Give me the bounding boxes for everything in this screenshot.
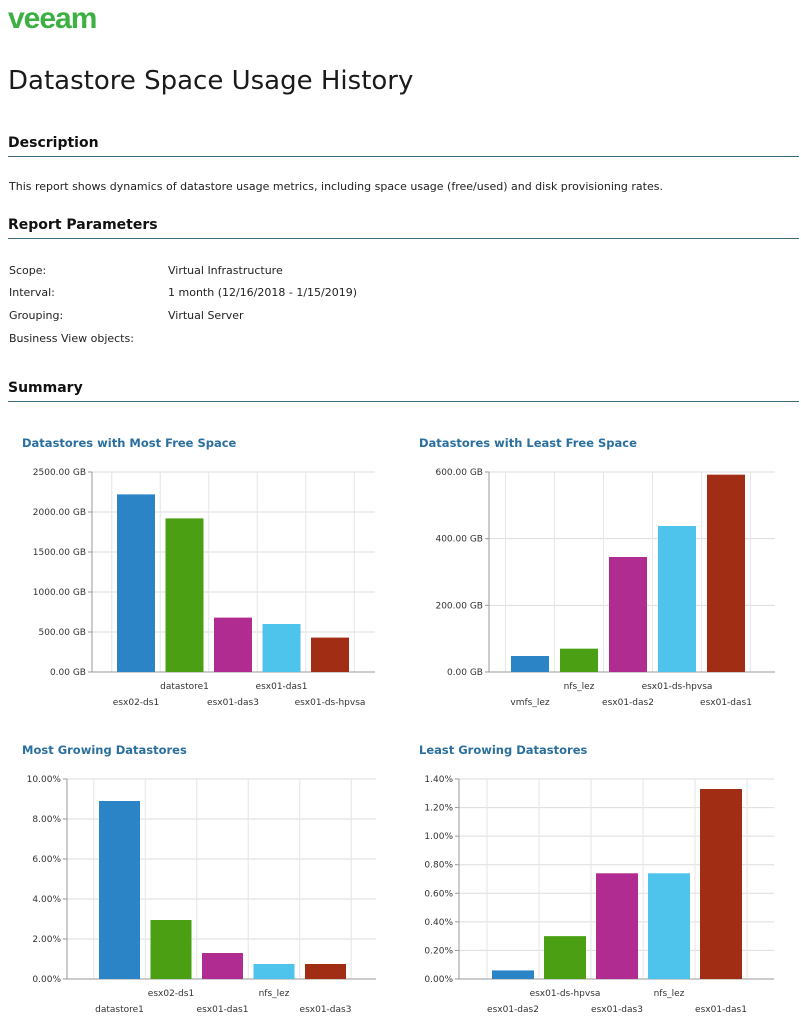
bar-esx01-das2 [609,557,647,672]
param-label-scope: Scope: [9,264,47,277]
y-tick-label: 0.60% [424,889,453,899]
bar-esx01-ds-hpvsa [658,526,696,672]
bar-esx01-das3 [305,964,346,979]
chart-least-growing: 0.00% 0.20% 0.40% 0.60% 0.80% 1.00% 1.20% 1.40%… [424,775,774,1015]
y-tick-label: 0.40% [424,918,453,928]
description-text: This report shows dynamics of datastore … [9,180,663,193]
section-summary-header: Summary [8,380,799,402]
y-tick-label: 0.00% [424,975,453,985]
x-category-label: esx01-das2 [487,1005,539,1015]
section-summary-title: Summary [8,380,83,396]
bar-datastore1 [99,801,140,979]
bar-datastore1 [165,518,204,672]
x-category-label: esx01-ds-hpvsa [295,698,366,708]
y-tick-label: 2500.00 GB [33,468,86,478]
x-category-label: vmfs_lez [510,698,549,708]
x-category-label: esx01-das1 [700,698,752,708]
page-title: Datastore Space Usage History [8,66,414,96]
y-tick-label: 500.00 GB [38,628,86,638]
y-tick-label: 10.00% [27,775,62,785]
bar-esx01-ds-hpvsa [544,936,586,979]
x-category-label: esx01-das1 [197,1005,249,1015]
bar-esx01-das3 [214,617,252,672]
bar-esx02-ds1 [150,920,192,979]
y-tick-label: 8.00% [32,815,61,825]
y-tick-label: 1.00% [424,832,453,842]
y-tick-label: 400.00 GB [435,535,483,545]
bar-vmfs_lez [511,656,549,672]
bar-esx01-das2 [492,970,534,979]
bar-nfs_lez [648,873,690,979]
chart-least-free-space: 0.00 GB 200.00 GB 400.00 GB 600.00 GB vmfs_l… [435,468,775,708]
chart-most-growing: 0.00% 2.00% 4.00% 6.00% 8.00% 10.00% datastore… [27,775,376,1015]
bar-nfs_lez [253,964,295,979]
x-category-label: esx01-das3 [591,1005,643,1015]
y-tick-label: 200.00 GB [435,601,483,611]
x-category-label: nfs_lez [564,682,595,692]
section-description-title: Description [8,135,99,151]
x-category-label: esx02-ds1 [148,989,194,999]
y-tick-label: 2000.00 GB [33,508,86,518]
chart-title-most-free: Datastores with Most Free Space [22,436,237,450]
y-tick-label: 0.80% [424,861,453,871]
bar-esx01-das3 [596,873,638,979]
param-value-scope: Virtual Infrastructure [168,264,283,277]
param-label-business-view: Business View objects: [9,332,134,345]
y-tick-label: 0.00 GB [50,668,86,678]
chart-title-most-growing: Most Growing Datastores [22,743,187,757]
x-category-label: esx01-das1 [256,682,308,692]
bar-esx01-das1 [707,474,745,672]
bar-esx01-das1 [700,789,742,979]
bar-esx01-das1 [262,624,301,672]
y-tick-label: 600.00 GB [435,468,483,478]
y-tick-label: 0.20% [424,946,453,956]
x-category-label: nfs_lez [259,989,290,999]
section-description-header: Description [8,135,799,157]
bar-esx01-das1 [202,953,243,979]
y-tick-label: 1.40% [424,775,453,785]
x-category-label: esx02-ds1 [113,698,159,708]
param-label-grouping: Grouping: [9,309,64,322]
y-tick-label: 1500.00 GB [33,548,86,558]
x-category-label: datastore1 [95,1005,144,1015]
x-category-label: esx01-ds-hpvsa [530,989,601,999]
chart-title-least-growing: Least Growing Datastores [419,743,588,757]
y-tick-label: 1.20% [424,804,453,814]
y-tick-label: 1000.00 GB [33,588,86,598]
y-tick-label: 0.00 GB [447,668,483,678]
chart-title-least-free: Datastores with Least Free Space [419,436,637,450]
bar-esx01-ds-hpvsa [311,637,349,672]
chart-most-free-space: 0.00 GB 500.00 GB 1000.00 GB 1500.00 GB 2000… [33,468,375,708]
x-category-label: esx01-das3 [207,698,259,708]
x-category-label: esx01-das3 [300,1005,352,1015]
x-category-label: esx01-das2 [602,698,654,708]
param-label-interval: Interval: [9,286,55,299]
y-tick-label: 6.00% [32,855,61,865]
x-category-label: esx01-das1 [695,1005,747,1015]
x-category-label: nfs_lez [654,989,685,999]
x-category-label: esx01-ds-hpvsa [642,682,713,692]
y-tick-label: 2.00% [32,935,61,945]
param-value-interval: 1 month (12/16/2018 - 1/15/2019) [168,286,358,299]
section-parameters-title: Report Parameters [8,217,158,233]
bar-nfs_lez [560,648,598,672]
y-tick-label: 0.00% [32,975,61,985]
section-parameters-header: Report Parameters [8,217,799,239]
y-tick-label: 4.00% [32,895,61,905]
x-category-label: datastore1 [160,682,209,692]
param-value-grouping: Virtual Server [168,309,244,322]
veeam-logo: veeam [8,2,97,35]
bar-esx02-ds1 [117,494,155,672]
